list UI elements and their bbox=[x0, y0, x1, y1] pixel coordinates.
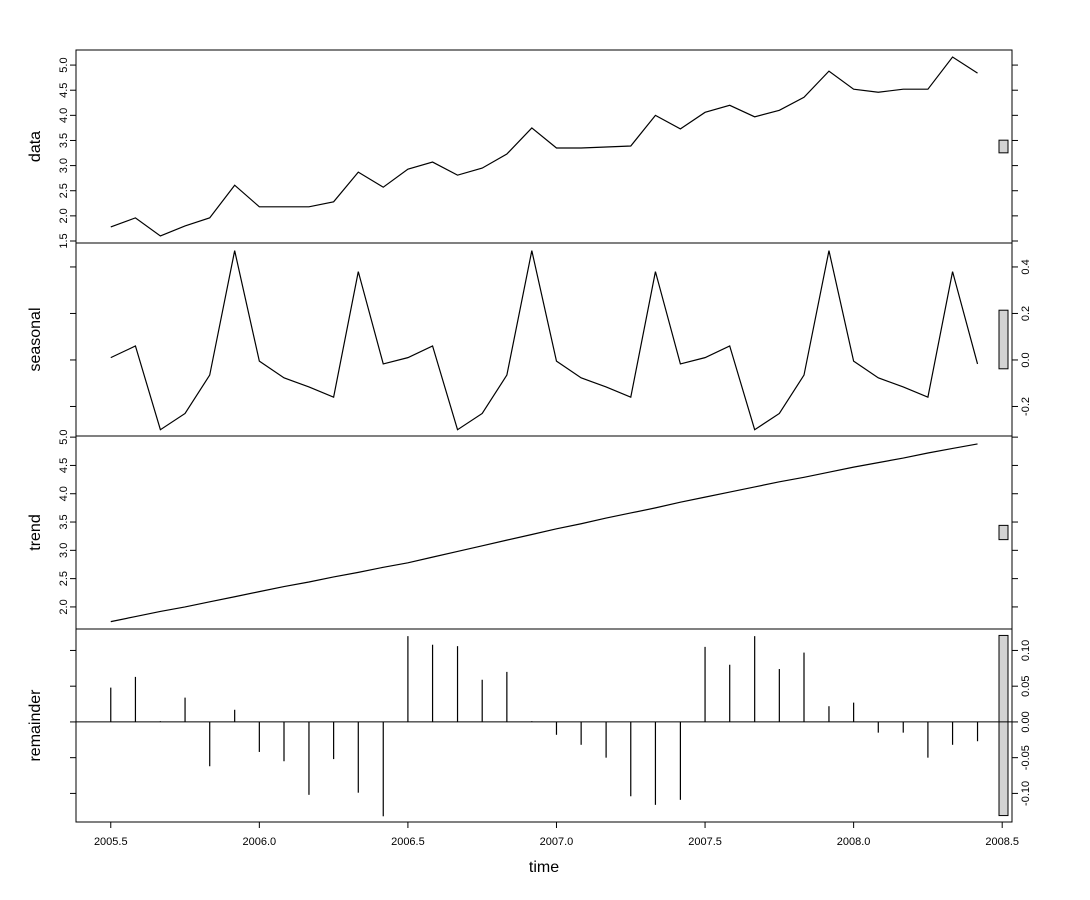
x-tick-label: 2006.5 bbox=[391, 836, 425, 848]
y-tick-label: 0.2 bbox=[1020, 306, 1032, 321]
range-bar bbox=[998, 139, 1009, 154]
y-tick-label: 2.5 bbox=[58, 571, 70, 586]
y-axis-label: data bbox=[27, 131, 44, 162]
x-tick-label: 2008.5 bbox=[985, 836, 1019, 848]
x-tick-label: 2007.5 bbox=[688, 836, 722, 848]
y-tick-label: 0.05 bbox=[1020, 675, 1032, 696]
y-axis-label: trend bbox=[27, 514, 44, 550]
y-tick-label: 4.0 bbox=[58, 108, 70, 123]
y-tick-label: 3.5 bbox=[58, 514, 70, 529]
y-tick-label: 0.0 bbox=[1020, 352, 1032, 367]
y-tick-label: -0.10 bbox=[1020, 781, 1032, 806]
y-tick-label: 0.10 bbox=[1020, 640, 1032, 661]
y-tick-label: 2.0 bbox=[58, 599, 70, 614]
y-tick-label: 0.4 bbox=[1020, 259, 1032, 274]
series-line bbox=[110, 250, 979, 431]
y-tick-label: 4.5 bbox=[58, 83, 70, 98]
y-tick-label: 2.5 bbox=[58, 183, 70, 198]
y-tick-label: 3.5 bbox=[58, 133, 70, 148]
panel-frame bbox=[75, 628, 1013, 823]
y-tick-label: 5.0 bbox=[58, 429, 70, 444]
y-axis-label: seasonal bbox=[27, 307, 44, 371]
x-axis-label: time bbox=[529, 859, 559, 876]
y-tick-label: 3.0 bbox=[58, 543, 70, 558]
series-line bbox=[110, 56, 978, 237]
y-tick-label: 5.0 bbox=[58, 57, 70, 72]
panel-frame bbox=[75, 49, 1013, 244]
y-tick-label: -0.05 bbox=[1020, 745, 1032, 770]
series-line bbox=[110, 443, 978, 623]
y-axis-label: remainder bbox=[27, 689, 44, 762]
y-tick-label: 2.0 bbox=[58, 208, 70, 223]
y-tick-label: 3.0 bbox=[58, 158, 70, 173]
range-bar bbox=[998, 634, 1009, 817]
y-tick-label: 0.00 bbox=[1020, 711, 1032, 732]
x-tick-label: 2005.5 bbox=[94, 836, 128, 848]
range-bar bbox=[998, 309, 1009, 370]
x-tick-label: 2008.0 bbox=[837, 836, 871, 848]
range-bar bbox=[998, 524, 1009, 541]
y-tick-label: 1.5 bbox=[58, 233, 70, 248]
y-tick-label: -0.2 bbox=[1020, 397, 1032, 416]
x-tick-label: 2007.0 bbox=[540, 836, 574, 848]
y-tick-label: 4.0 bbox=[58, 486, 70, 501]
x-tick-label: 2006.0 bbox=[243, 836, 277, 848]
y-tick-label: 4.5 bbox=[58, 458, 70, 473]
